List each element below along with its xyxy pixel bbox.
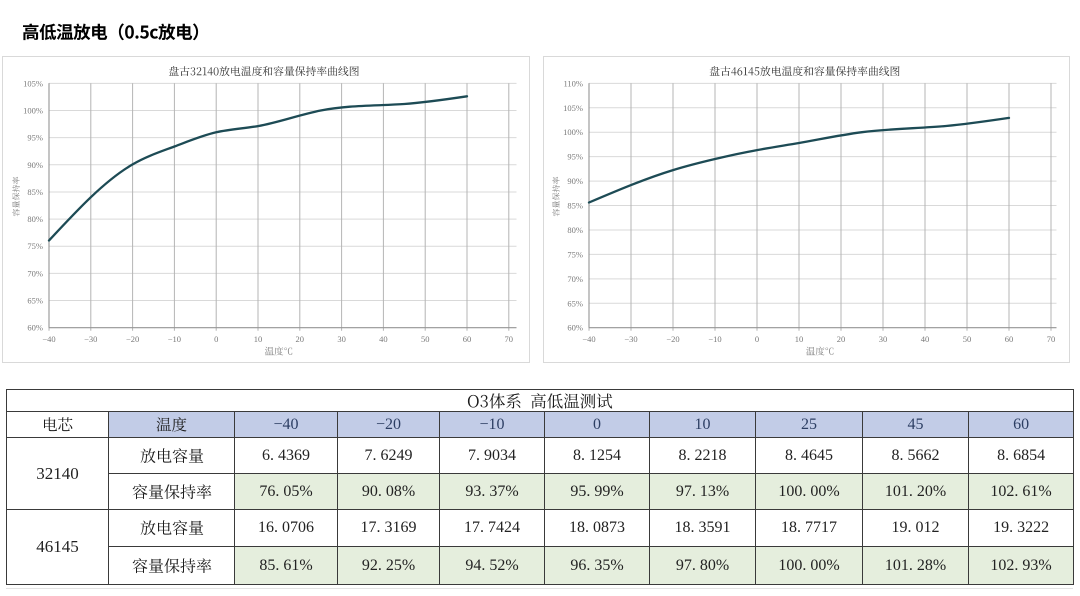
svg-text:60%: 60% <box>567 322 583 332</box>
svg-text:105%: 105% <box>23 78 43 88</box>
svg-text:65%: 65% <box>27 295 43 305</box>
svg-text:80%: 80% <box>27 214 43 224</box>
svg-text:50: 50 <box>962 333 971 343</box>
svg-text:30: 30 <box>878 333 887 343</box>
svg-text:−10: −10 <box>708 333 721 343</box>
svg-text:80%: 80% <box>567 225 583 235</box>
svg-text:30: 30 <box>337 333 346 343</box>
svg-text:−20: −20 <box>666 333 679 343</box>
svg-text:75%: 75% <box>27 241 43 251</box>
svg-text:10: 10 <box>794 333 803 343</box>
svg-text:−30: −30 <box>624 333 637 343</box>
svg-text:100%: 100% <box>563 127 583 137</box>
svg-text:85%: 85% <box>27 186 43 196</box>
svg-text:85%: 85% <box>567 200 583 210</box>
svg-text:65%: 65% <box>567 298 583 308</box>
svg-text:−40: −40 <box>582 333 595 343</box>
svg-text:−10: −10 <box>167 333 180 343</box>
svg-text:105%: 105% <box>563 102 583 112</box>
svg-text:10: 10 <box>253 333 262 343</box>
svg-text:−30: −30 <box>84 333 97 343</box>
svg-text:95%: 95% <box>27 132 43 142</box>
svg-text:−20: −20 <box>125 333 138 343</box>
svg-text:20: 20 <box>836 333 845 343</box>
svg-text:50: 50 <box>420 333 429 343</box>
svg-text:100%: 100% <box>23 105 43 115</box>
svg-text:95%: 95% <box>567 151 583 161</box>
svg-text:70%: 70% <box>567 273 583 283</box>
svg-text:40: 40 <box>379 333 388 343</box>
svg-text:90%: 90% <box>567 176 583 186</box>
svg-text:40: 40 <box>920 333 929 343</box>
svg-text:0: 0 <box>214 333 218 343</box>
svg-text:−40: −40 <box>42 333 55 343</box>
svg-text:60%: 60% <box>27 322 43 332</box>
svg-text:60: 60 <box>462 333 471 343</box>
svg-text:70: 70 <box>1046 333 1055 343</box>
svg-text:0: 0 <box>754 333 758 343</box>
svg-text:70%: 70% <box>27 268 43 278</box>
svg-text:70: 70 <box>504 333 513 343</box>
svg-text:110%: 110% <box>563 78 583 88</box>
svg-text:60: 60 <box>1004 333 1013 343</box>
svg-text:75%: 75% <box>567 249 583 259</box>
svg-text:20: 20 <box>295 333 304 343</box>
svg-text:90%: 90% <box>27 159 43 169</box>
